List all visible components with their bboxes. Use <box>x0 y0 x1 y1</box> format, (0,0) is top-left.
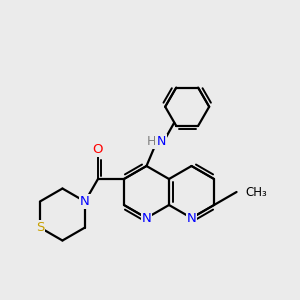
Text: CH₃: CH₃ <box>245 185 267 199</box>
Text: S: S <box>36 221 44 234</box>
Text: H: H <box>146 135 156 148</box>
Text: N: N <box>187 212 196 224</box>
Text: O: O <box>93 143 103 156</box>
Text: N: N <box>80 195 90 208</box>
Text: N: N <box>157 135 166 148</box>
Text: N: N <box>142 212 152 224</box>
